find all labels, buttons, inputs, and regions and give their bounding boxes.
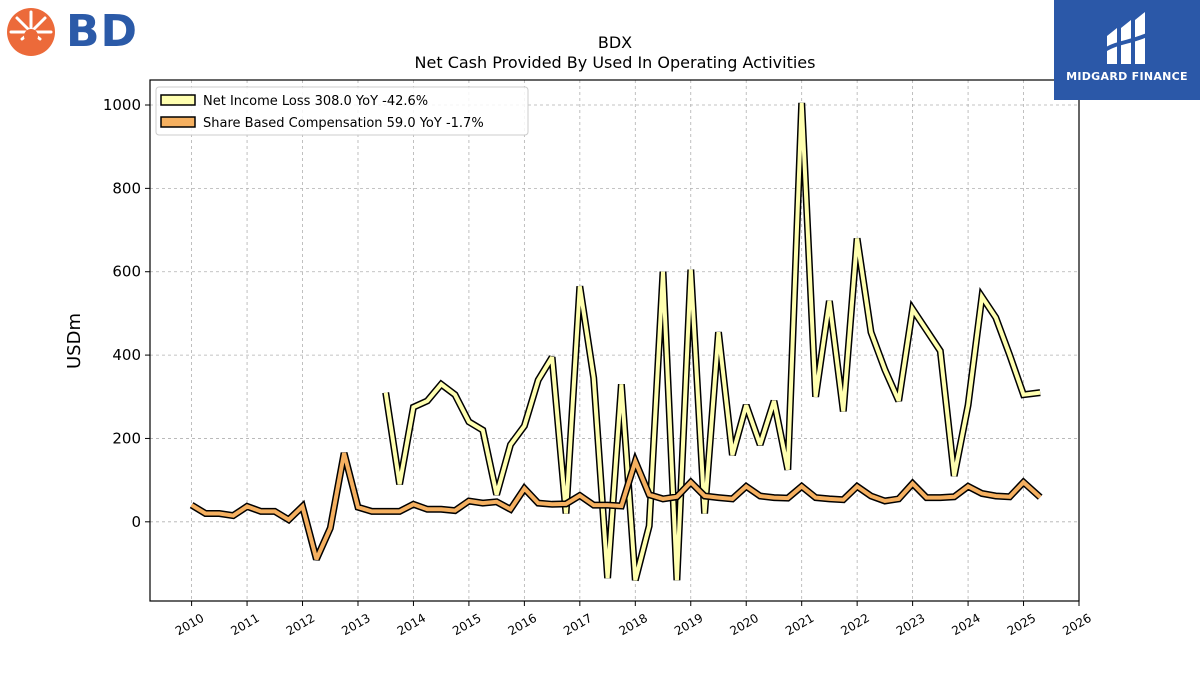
legend-box [155,86,529,136]
legend: Net Income Loss 308.0 YoY -42.6% Share Ba… [155,86,529,136]
legend-label: Share Based Compensation 59.0 YoY -1.7% [203,116,484,131]
legend-swatch [160,116,196,128]
midgard-emblem-icon [1103,12,1150,64]
y-tick-label: 800 [112,179,141,197]
bd-wordmark: BD [66,6,139,57]
x-tick-label: 2026 [1060,611,1093,638]
x-tick-label: 2010 [173,611,206,638]
y-tick-label: 0 [131,513,141,531]
y-tick-label: 1000 [103,96,141,114]
x-tick-label: 2021 [783,611,816,638]
x-tick-label: 2015 [450,611,483,638]
x-tick-label: 2013 [339,611,372,638]
x-tick-label: 2014 [395,611,428,638]
series-0-line [383,102,1041,581]
chart-title: BDX [598,33,632,52]
x-tick-label: 2022 [838,611,871,638]
chart-subtitle: Net Cash Provided By Used In Operating A… [415,53,816,72]
bd-logo: BD [6,6,138,57]
midgard-finance-logo: MIDGARD FINANCE [1054,0,1200,100]
x-tick-label: 2020 [727,611,760,638]
legend-label: Net Income Loss 308.0 YoY -42.6% [203,94,428,109]
x-tick-label: 2012 [284,611,317,638]
y-tick-label: 600 [112,263,141,281]
x-tick-label: 2016 [506,611,539,638]
x-tick-label: 2018 [617,611,650,638]
midgard-finance-wordmark: MIDGARD FINANCE [1066,70,1188,83]
x-tick-label: 2025 [1005,611,1038,638]
legend-swatch [160,94,196,106]
y-tick-label: 200 [112,429,141,447]
y-axis-label: USDm [64,313,85,369]
bd-starburst-icon [7,7,55,56]
y-tick-label: 400 [112,346,141,364]
x-tick-label: 2024 [949,611,982,638]
series-lines [189,102,1043,582]
x-tick-label: 2019 [672,611,705,638]
x-tick-label: 2011 [228,611,261,638]
series-1-line [190,452,1042,561]
x-tick-label: 2017 [561,611,594,638]
axis-ticks: 0 200 400 600 800 1000 2010 2011 2012 2013 2014 201… [103,96,1094,638]
series-0-outline [382,102,1041,582]
x-tick-label: 2023 [894,611,927,638]
plot-frame [149,79,1080,602]
